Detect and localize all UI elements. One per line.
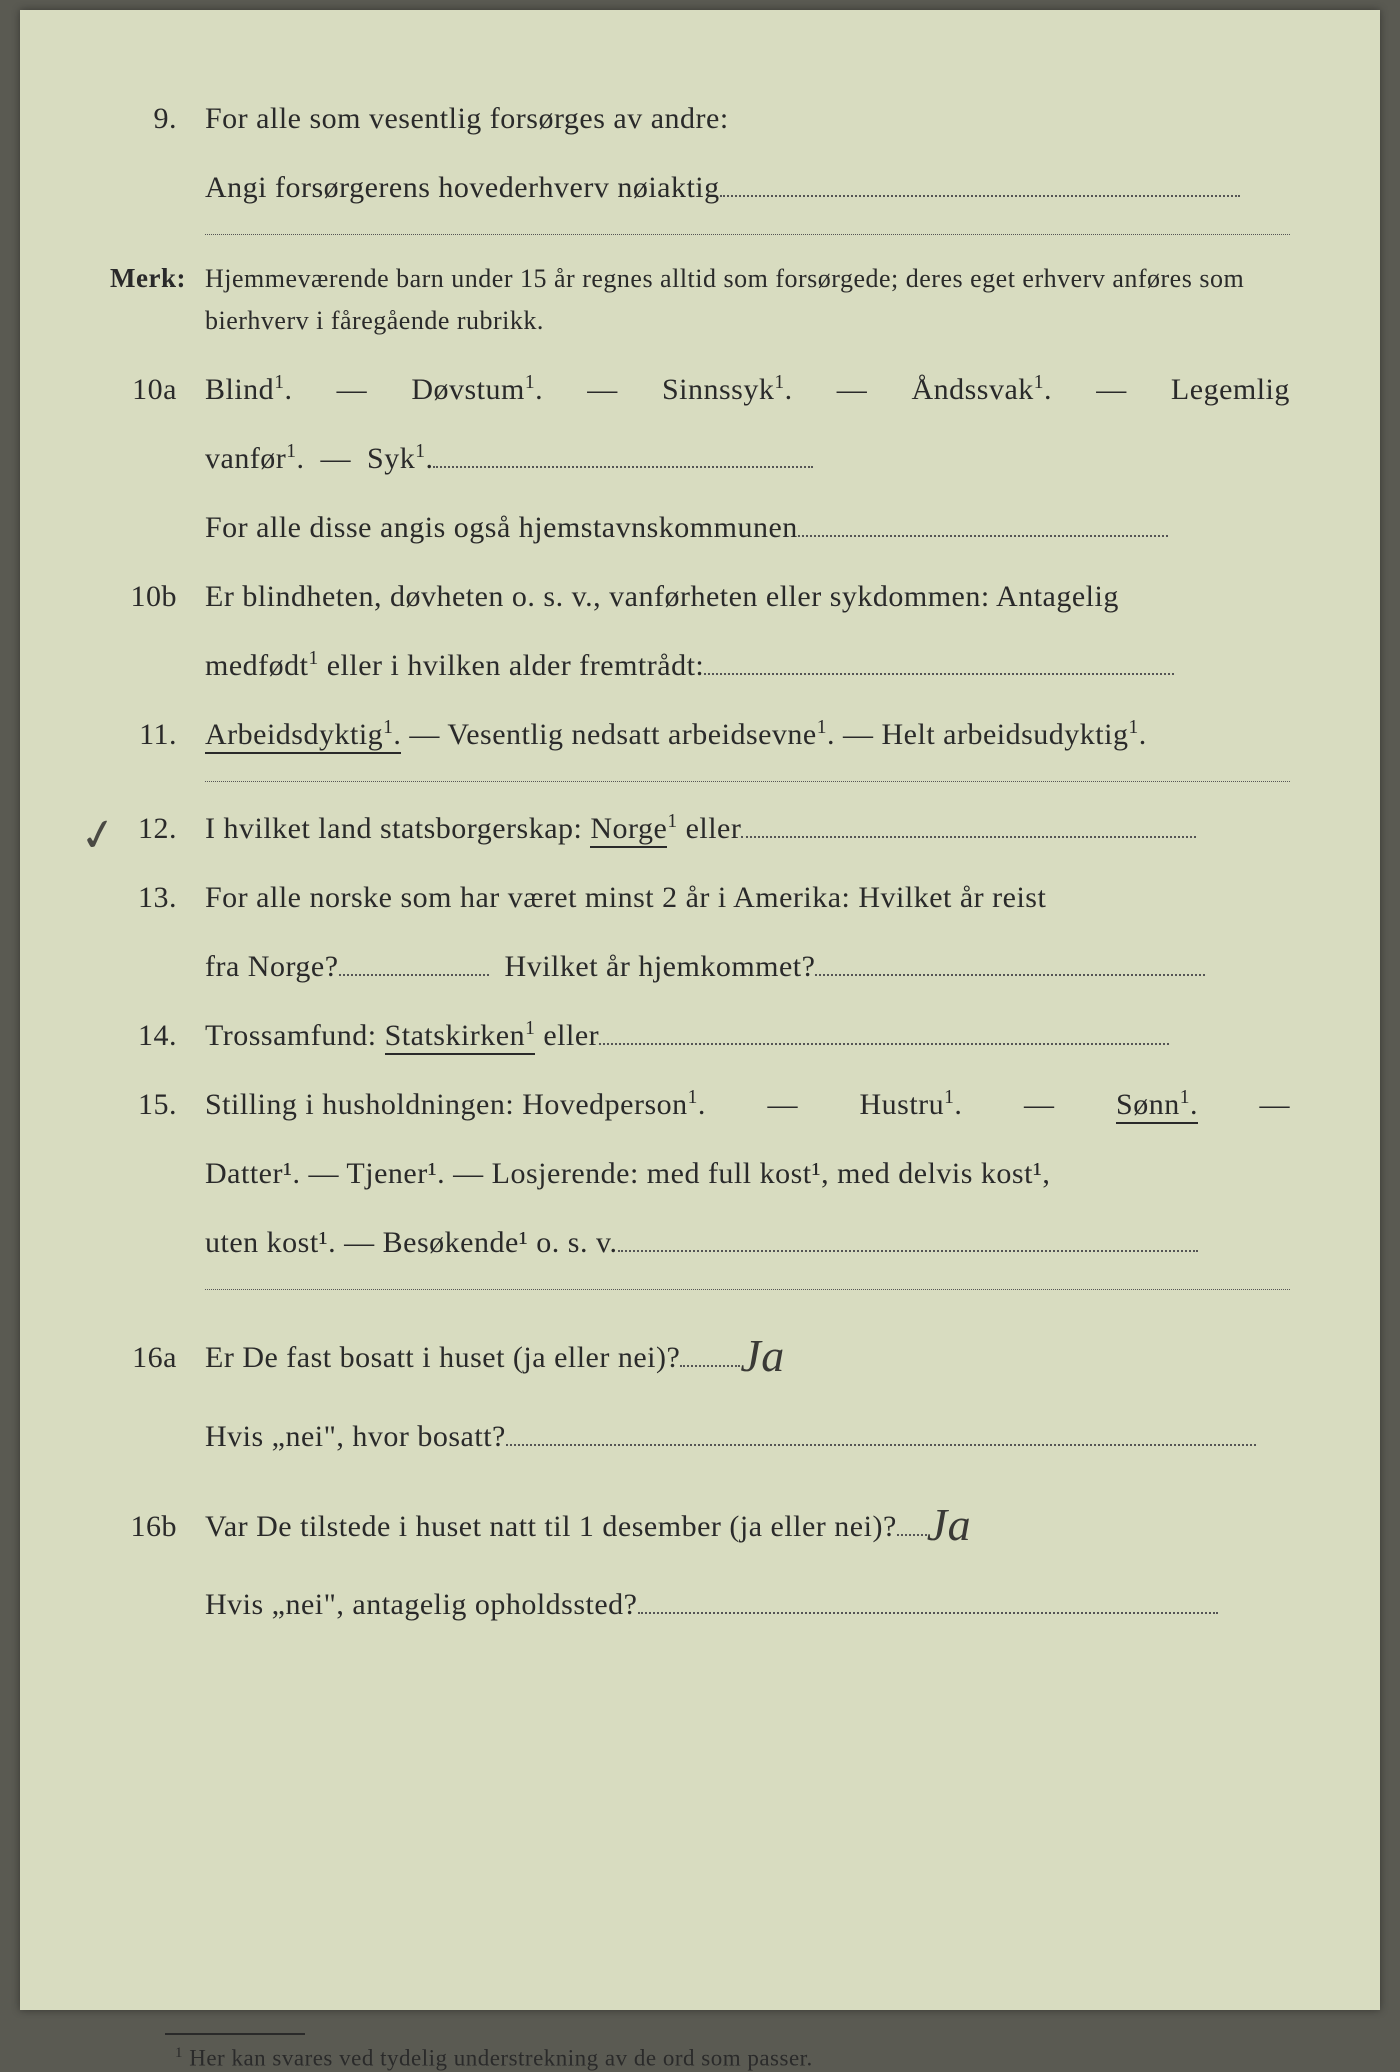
- merk-text: Hjemmeværende barn under 15 år regnes al…: [205, 258, 1290, 341]
- q16b-line1: 16b Var De tilstede i huset natt til 1 d…: [110, 1477, 1290, 1564]
- census-form-page: 9. For alle som vesentlig forsørges av a…: [20, 10, 1380, 2010]
- merk-row: Merk: Hjemmeværende barn under 15 år reg…: [110, 253, 1290, 341]
- opt-vanfor[interactable]: vanfør: [205, 442, 286, 475]
- q10a-line3: For alle disse angis også hjemstavnskomm…: [110, 499, 1290, 556]
- q14-post: eller: [535, 1019, 599, 1052]
- merk-label: Merk:: [110, 253, 205, 304]
- q15-line1: 15. Stilling i husholdningen: Hovedperso…: [110, 1076, 1290, 1133]
- answer-16a: Ja: [740, 1312, 784, 1399]
- opt-hustru[interactable]: Hustru: [860, 1088, 945, 1121]
- q10b-line1: 10b Er blindheten, døvheten o. s. v., va…: [110, 568, 1290, 625]
- alder-blank[interactable]: [704, 673, 1174, 675]
- q15-text3: uten kost¹. — Besøkende¹ o. s. v.: [205, 1226, 618, 1259]
- opt-statskirken-selected[interactable]: Statskirken1: [385, 1019, 536, 1055]
- q12-post: eller: [678, 812, 742, 845]
- hjemkommet-blank[interactable]: [815, 974, 1205, 976]
- q9-number: 9.: [110, 90, 205, 147]
- q16b-sub: Hvis „nei", antagelig opholdssted?: [205, 1588, 638, 1621]
- footnote: 1 Her kan svares ved tydelig understrekn…: [175, 2045, 1290, 2072]
- hjemstavn-blank[interactable]: [798, 535, 1168, 537]
- syk-blank[interactable]: [433, 466, 813, 468]
- q15-line3: uten kost¹. — Besøkende¹ o. s. v.: [110, 1214, 1290, 1271]
- q9-text2: Angi forsørgerens hovederhverv nøiaktig: [205, 171, 720, 204]
- q13-line2: fra Norge? Hvilket år hjemkommet?: [110, 938, 1290, 995]
- q12-row: 12. I hvilket land statsborgerskap: Norg…: [110, 800, 1290, 857]
- q15-text2: Datter¹. — Tjener¹. — Losjerende: med fu…: [205, 1145, 1290, 1202]
- q13-number: 13.: [110, 869, 205, 926]
- q10b-line2: medfødt1 eller i hvilken alder fremtrådt…: [110, 637, 1290, 694]
- bosatt-blank[interactable]: [680, 1365, 740, 1367]
- opt-legemlig[interactable]: Legemlig: [1171, 373, 1290, 406]
- opt-andssvak[interactable]: Åndssvak: [911, 373, 1033, 406]
- tilstede-blank[interactable]: [897, 1534, 927, 1536]
- hvor-bosatt-blank[interactable]: [506, 1444, 1256, 1446]
- divider-2: [205, 781, 1290, 782]
- q15-number: 15.: [110, 1076, 205, 1133]
- q12-pre: I hvilket land statsborgerskap:: [205, 812, 590, 845]
- q10a-line2: vanfør1. — Syk1.: [110, 430, 1290, 487]
- opt-hovedperson[interactable]: Stilling i husholdningen: Hovedperson: [205, 1088, 688, 1121]
- land-blank[interactable]: [741, 836, 1196, 838]
- q16a-line1: 16a Er De fast bosatt i huset (ja eller …: [110, 1308, 1290, 1395]
- opt-blind[interactable]: Blind: [205, 373, 274, 406]
- opt-udyktig[interactable]: — Helt arbeidsudyktig: [835, 718, 1128, 751]
- q16a-sub: Hvis „nei", hvor bosatt?: [205, 1420, 506, 1453]
- opt-norge-selected[interactable]: Norge: [590, 812, 667, 848]
- opt-nedsatt[interactable]: — Vesentlig nedsatt arbeidsevne: [401, 718, 816, 751]
- q10b-number: 10b: [110, 568, 205, 625]
- q14-number: 14.: [110, 1007, 205, 1064]
- q13-fra: fra Norge?: [205, 950, 339, 983]
- stilling-blank[interactable]: [618, 1250, 1198, 1252]
- q13-hjem: Hvilket år hjemkommet?: [505, 950, 816, 983]
- opholdssted-blank[interactable]: [638, 1612, 1218, 1614]
- q10b-text1: Er blindheten, døvheten o. s. v., vanfør…: [205, 568, 1290, 625]
- q15-line2: Datter¹. — Tjener¹. — Losjerende: med fu…: [110, 1145, 1290, 1202]
- divider-3: [205, 1289, 1290, 1290]
- tros-blank[interactable]: [599, 1043, 1169, 1045]
- divider: [205, 234, 1290, 235]
- q14-row: 14. Trossamfund: Statskirken1 eller: [110, 1007, 1290, 1064]
- opt-dovstum[interactable]: Døvstum: [411, 373, 525, 406]
- q13-line1: 13. For alle norske som har været minst …: [110, 869, 1290, 926]
- q10a-line1: 10a Blind1. — Døvstum1. — Sinnssyk1. — Å…: [110, 361, 1290, 418]
- q13-text1: For alle norske som har været minst 2 år…: [205, 869, 1290, 926]
- reist-blank[interactable]: [339, 974, 489, 976]
- opt-sinnssyk[interactable]: Sinnssyk: [662, 373, 774, 406]
- answer-16b: Ja: [927, 1481, 971, 1568]
- q16b-number: 16b: [110, 1498, 205, 1555]
- q12-number: 12.: [110, 800, 205, 857]
- footnote-rule: [165, 2033, 305, 2035]
- q16b-question: Var De tilstede i huset natt til 1 desem…: [205, 1510, 897, 1543]
- q10b-text2: eller i hvilken alder fremtrådt:: [319, 649, 705, 682]
- q9-text1: For alle som vesentlig forsørges av andr…: [205, 90, 1290, 147]
- footnote-text: Her kan svares ved tydelig understreknin…: [183, 2046, 813, 2071]
- q16b-line2: Hvis „nei", antagelig opholdssted?: [110, 1576, 1290, 1633]
- q10a-text3: For alle disse angis også hjemstavnskomm…: [205, 511, 798, 544]
- q11-row: 11. Arbeidsdyktig1. — Vesentlig nedsatt …: [110, 706, 1290, 763]
- q9-line1: 9. For alle som vesentlig forsørges av a…: [110, 90, 1290, 147]
- opt-medfodt[interactable]: medfødt: [205, 649, 308, 682]
- q10a-number: 10a: [110, 361, 205, 418]
- opt-arbeidsdyktig-selected[interactable]: Arbeidsdyktig1.: [205, 718, 401, 754]
- q16a-line2: Hvis „nei", hvor bosatt?: [110, 1408, 1290, 1465]
- q11-number: 11.: [110, 706, 205, 763]
- q16a-number: 16a: [110, 1329, 205, 1386]
- opt-syk[interactable]: Syk: [367, 442, 415, 475]
- q9-blank[interactable]: [720, 195, 1240, 197]
- q16a-question: Er De fast bosatt i huset (ja eller nei)…: [205, 1341, 680, 1374]
- footnote-sup: 1: [175, 2045, 183, 2061]
- q14-pre: Trossamfund:: [205, 1019, 385, 1052]
- q9-line2: Angi forsørgerens hovederhverv nøiaktig: [110, 159, 1290, 216]
- opt-sonn-selected[interactable]: Sønn1.: [1116, 1088, 1198, 1124]
